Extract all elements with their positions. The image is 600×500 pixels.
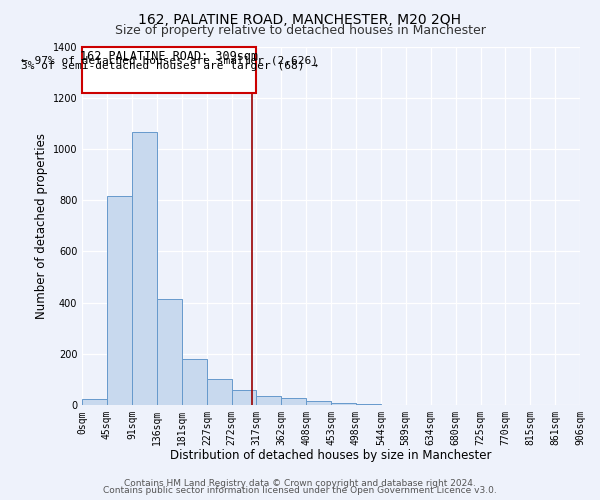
Bar: [307, 402, 331, 405]
Text: Size of property relative to detached houses in Manchester: Size of property relative to detached ho…: [115, 24, 485, 37]
Y-axis label: Number of detached properties: Number of detached properties: [35, 133, 49, 319]
Bar: [281, 398, 307, 405]
Bar: [132, 132, 157, 405]
Text: Contains public sector information licensed under the Open Government Licence v3: Contains public sector information licen…: [103, 486, 497, 495]
Text: 162, PALATINE ROAD, MANCHESTER, M20 2QH: 162, PALATINE ROAD, MANCHESTER, M20 2QH: [139, 12, 461, 26]
FancyBboxPatch shape: [82, 46, 256, 93]
Bar: [157, 299, 182, 405]
Text: 162 PALATINE ROAD: 309sqm: 162 PALATINE ROAD: 309sqm: [80, 50, 259, 62]
Bar: [82, 399, 107, 405]
Bar: [331, 403, 356, 405]
Bar: [356, 404, 381, 405]
Text: 3% of semi-detached houses are larger (68) →: 3% of semi-detached houses are larger (6…: [21, 62, 318, 72]
Bar: [207, 379, 232, 405]
X-axis label: Distribution of detached houses by size in Manchester: Distribution of detached houses by size …: [170, 450, 492, 462]
Bar: [256, 396, 281, 405]
Bar: [182, 358, 207, 405]
Text: Contains HM Land Registry data © Crown copyright and database right 2024.: Contains HM Land Registry data © Crown c…: [124, 478, 476, 488]
Bar: [107, 196, 132, 405]
Text: ← 97% of detached houses are smaller (2,626): ← 97% of detached houses are smaller (2,…: [21, 56, 318, 66]
Bar: [232, 390, 256, 405]
